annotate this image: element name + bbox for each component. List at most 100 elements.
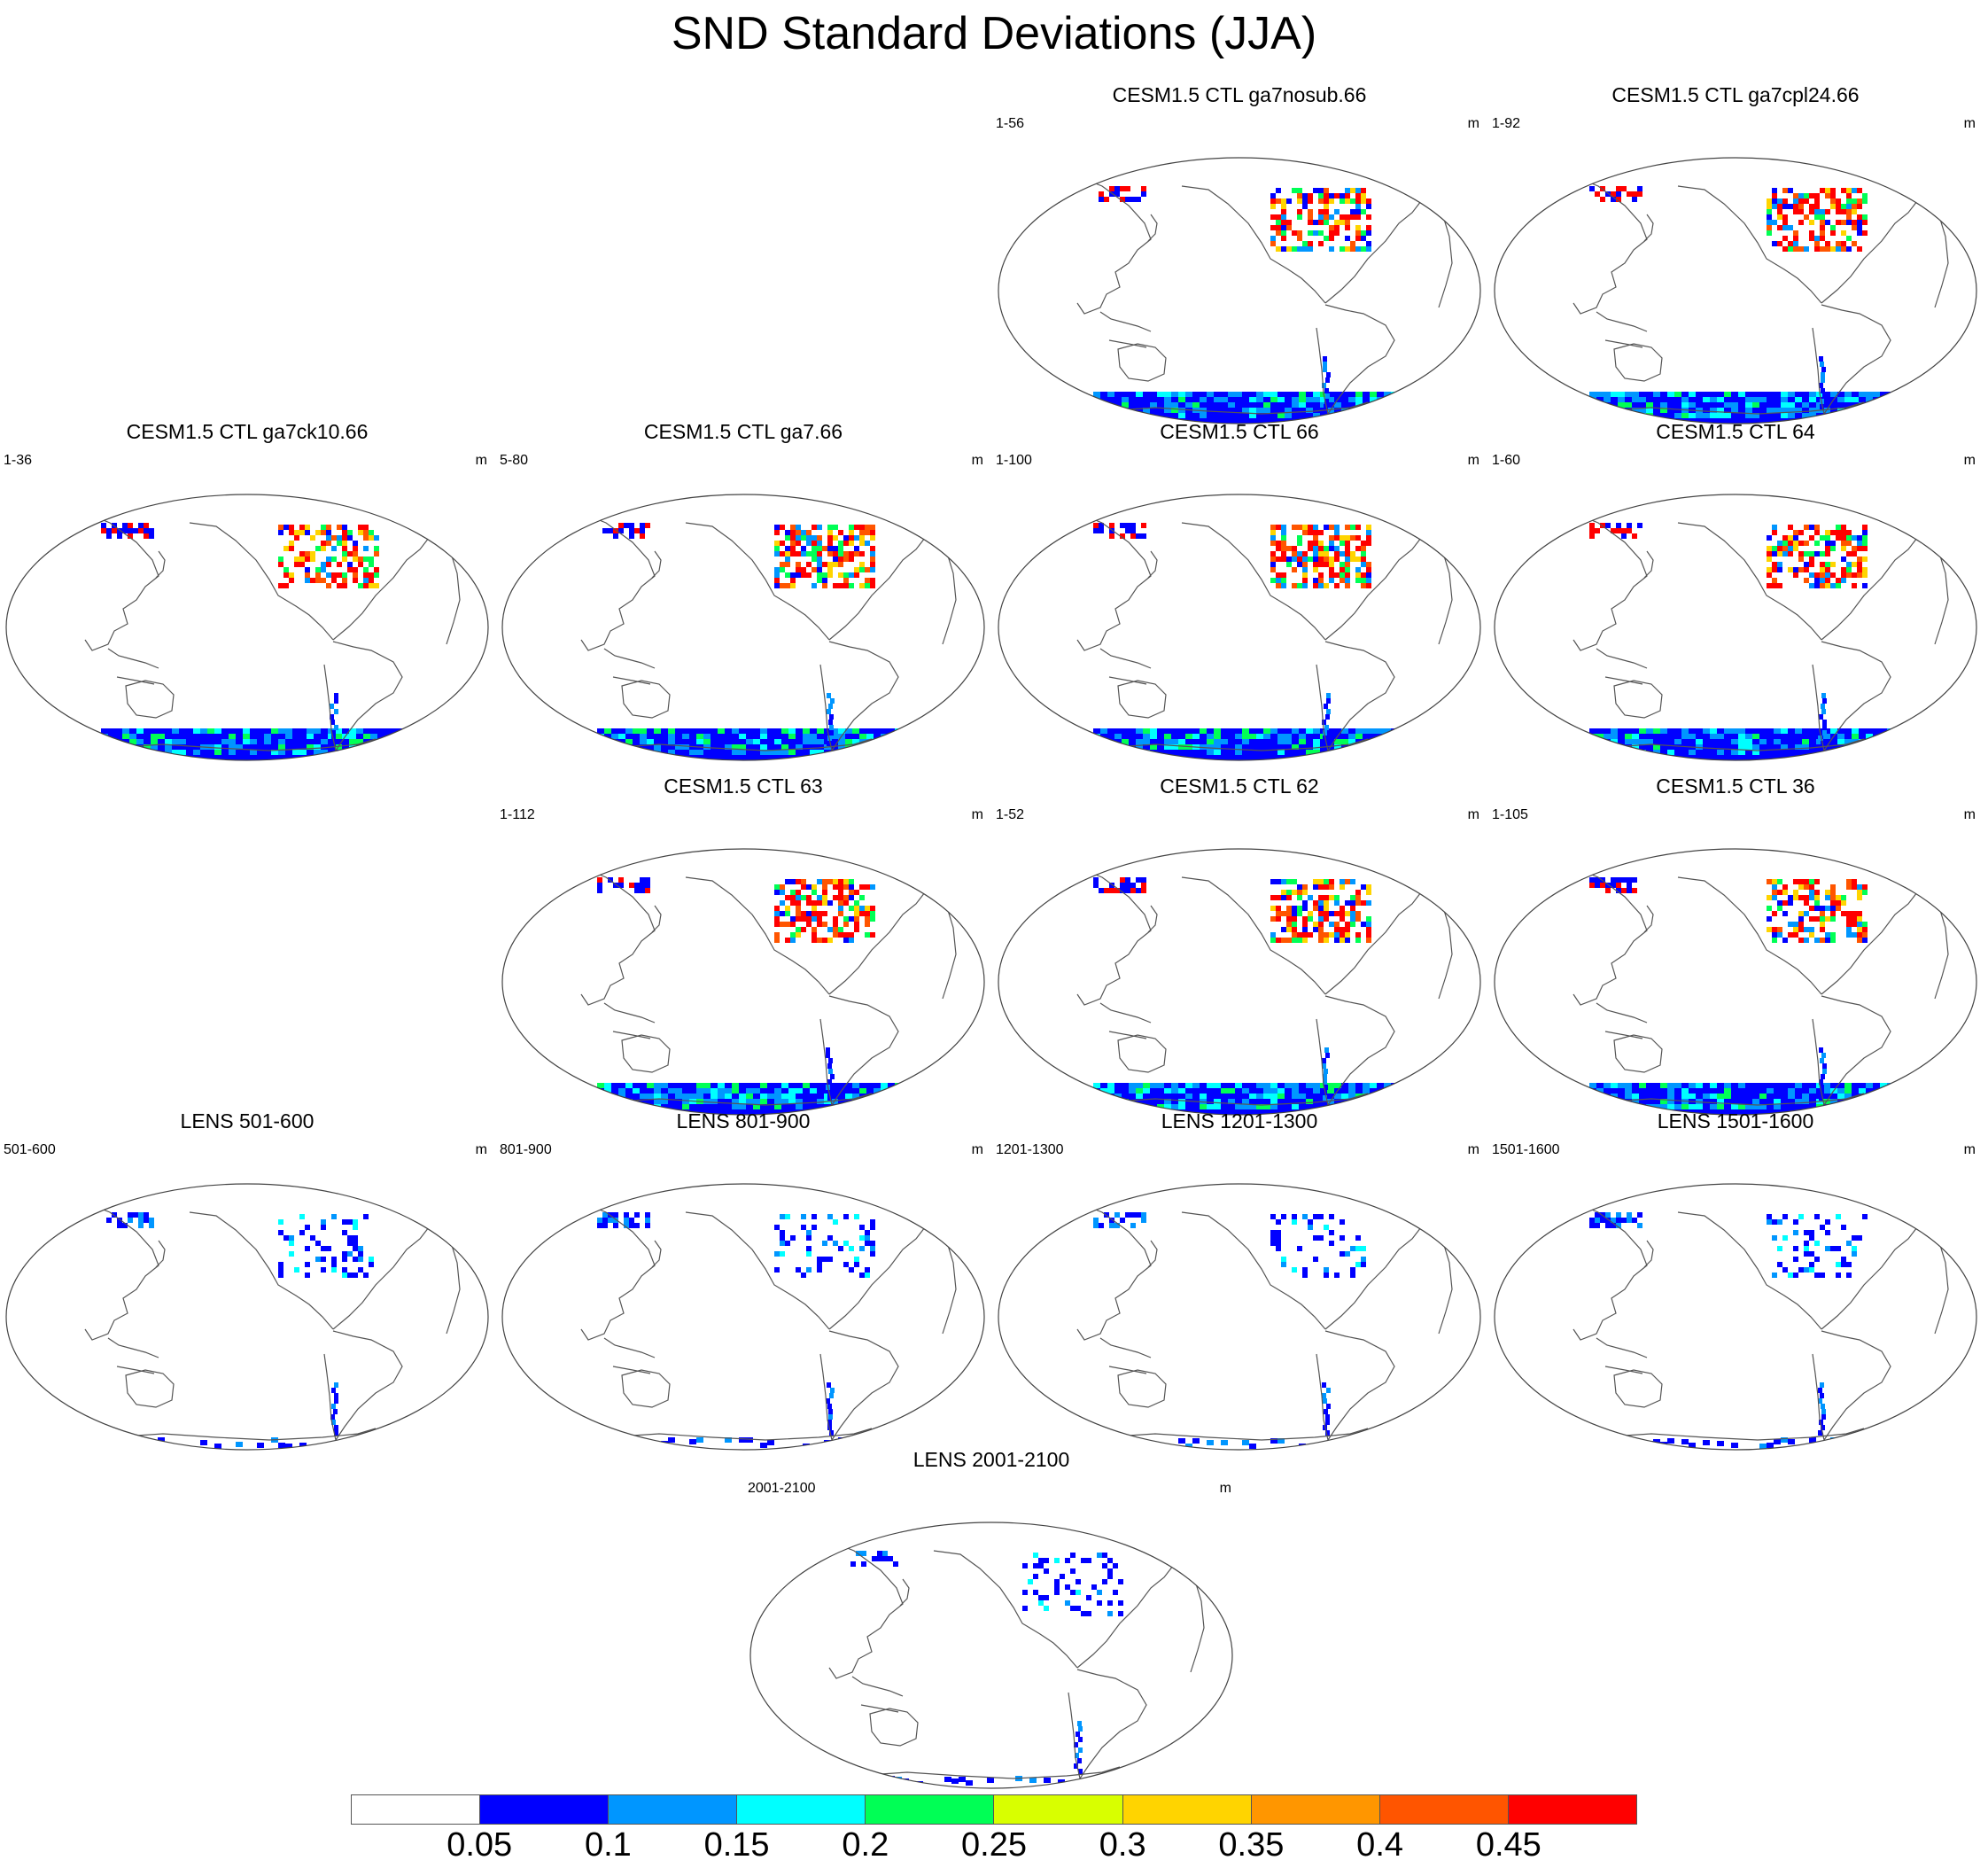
snow-cell — [1324, 198, 1329, 204]
snow-cell — [1366, 562, 1371, 567]
snow-cell — [122, 1223, 128, 1228]
snow-cell — [347, 1251, 353, 1257]
snow-cell — [1830, 204, 1836, 209]
snow-cell — [1798, 911, 1804, 916]
snow-cell — [1809, 551, 1814, 557]
snow-cell — [827, 562, 833, 567]
snow-cell — [753, 1099, 760, 1104]
snow-cell — [1611, 397, 1618, 402]
snow-cell — [1361, 541, 1366, 546]
snow-cell — [278, 755, 285, 760]
snow-cell — [845, 750, 852, 755]
snow-cell — [1345, 911, 1350, 916]
map-boundary — [1494, 848, 1977, 1116]
snow-cell — [725, 1099, 732, 1104]
snow-cell — [1129, 734, 1136, 739]
panel-title: LENS 801-900 — [676, 1109, 811, 1132]
snow-cell — [822, 546, 827, 551]
snow-cell — [1866, 728, 1873, 734]
snow-cell — [801, 884, 806, 890]
snow-cell — [1639, 1094, 1646, 1099]
snow-cell — [1788, 246, 1793, 252]
snow-cell — [1355, 1099, 1363, 1104]
snow-cell — [817, 900, 822, 906]
snow-cell — [1100, 760, 1107, 766]
snow-cell — [186, 734, 193, 739]
snow-cell — [101, 755, 108, 760]
snow-cell — [1426, 1088, 1433, 1094]
snow-cell — [1674, 397, 1681, 402]
snow-cell — [1703, 1104, 1710, 1109]
snow-cell — [1286, 562, 1292, 567]
snow-cell — [310, 578, 315, 583]
snow-cell — [1350, 535, 1355, 541]
snow-cell — [285, 750, 292, 755]
snow-cell — [1738, 1109, 1745, 1115]
snow-cell — [1348, 1088, 1355, 1094]
map-panel: CESM1.5 CTL 62 1-52 m — [996, 773, 1483, 1116]
snow-cell — [243, 734, 250, 739]
snow-cell — [1717, 418, 1724, 424]
snow-cell — [1846, 927, 1852, 932]
snow-cell — [1292, 246, 1297, 252]
snow-cell — [1595, 877, 1600, 883]
snow-cell — [1313, 1257, 1318, 1262]
snow-cell — [1767, 1109, 1774, 1115]
snow-cell — [1814, 938, 1820, 943]
snow-cell — [831, 734, 838, 739]
snow-cell — [1862, 525, 1868, 530]
snow-cell — [838, 583, 843, 588]
snow-cell — [1313, 567, 1318, 572]
snow-cell — [1820, 911, 1825, 916]
snow-cell — [1398, 744, 1405, 750]
snow-cell — [916, 755, 923, 760]
snow-cell — [827, 546, 833, 551]
snow-cell — [1611, 877, 1616, 883]
snow-cell — [1324, 546, 1329, 551]
snow-cell — [796, 1267, 801, 1273]
snow-cell — [1377, 744, 1384, 750]
snow-cell — [859, 541, 865, 546]
snow-cell — [294, 535, 299, 541]
snow-cell — [767, 734, 774, 739]
snow-cell — [1324, 583, 1329, 588]
snow-cell — [1841, 241, 1846, 246]
snow-cell — [1099, 888, 1104, 893]
snow-cell — [1341, 734, 1348, 739]
snow-cell — [377, 760, 384, 766]
snow-cell — [1814, 572, 1820, 578]
snow-cell — [781, 1109, 788, 1115]
snow-cell — [1256, 760, 1263, 766]
snow-cell — [1857, 188, 1862, 193]
snow-cell — [278, 557, 283, 562]
snow-cell — [1125, 877, 1130, 883]
snow-cell — [803, 760, 810, 766]
snow-cell — [1384, 397, 1391, 402]
snow-cell — [1207, 1109, 1214, 1115]
panel-years: 5-80 — [500, 453, 529, 468]
snow-cell — [1164, 402, 1171, 408]
snow-cell — [1200, 755, 1207, 760]
snow-cell — [1793, 922, 1798, 927]
snow-cell — [1825, 535, 1830, 541]
snow-cell — [434, 734, 441, 739]
snow-cell — [1281, 209, 1286, 214]
snow-cell — [1157, 1104, 1164, 1109]
snow-cell — [796, 906, 801, 911]
snow-cell — [1866, 392, 1873, 397]
snow-cell — [1384, 1094, 1391, 1099]
snow-cell — [1611, 1088, 1618, 1094]
snow-cell — [1922, 760, 1930, 766]
snow-cell — [1361, 583, 1366, 588]
snow-cell — [1297, 525, 1302, 530]
snow-cell — [1419, 744, 1426, 750]
snow-cell — [604, 760, 611, 766]
snow-cell — [1292, 413, 1299, 418]
snow-cell — [1841, 895, 1846, 900]
snow-cell — [1345, 535, 1350, 541]
snow-cell — [1600, 197, 1605, 202]
snow-cell — [1242, 1099, 1249, 1104]
snow-cell — [801, 1273, 806, 1278]
snow-cell — [1355, 408, 1363, 413]
snow-cell — [250, 755, 257, 760]
